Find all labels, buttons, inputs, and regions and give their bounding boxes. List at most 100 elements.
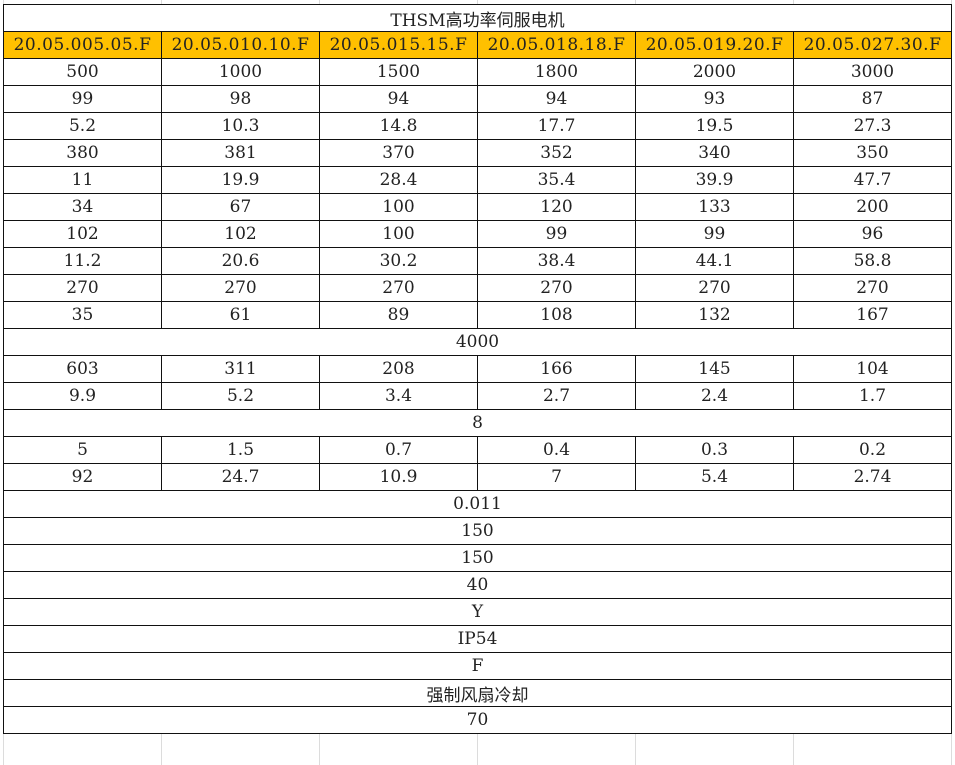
table-title[interactable]: THSM高功率伺服电机 xyxy=(3,4,952,32)
table-cell[interactable]: 24.7 xyxy=(161,463,320,491)
table-cell[interactable]: 100 xyxy=(319,220,478,248)
table-cell[interactable]: 603 xyxy=(3,355,162,383)
merged-cell[interactable]: 0.011 xyxy=(3,490,952,518)
table-cell[interactable]: 35 xyxy=(3,301,162,329)
merged-cell[interactable]: IP54 xyxy=(3,625,952,653)
table-cell[interactable]: 5.2 xyxy=(3,112,162,140)
table-cell[interactable]: 5.2 xyxy=(161,382,320,410)
table-cell[interactable]: 5 xyxy=(3,436,162,464)
table-cell[interactable]: 39.9 xyxy=(635,166,794,194)
table-cell[interactable]: 7 xyxy=(477,463,636,491)
table-cell[interactable]: 370 xyxy=(319,139,478,167)
table-cell[interactable]: 108 xyxy=(477,301,636,329)
table-cell[interactable]: 270 xyxy=(793,274,952,302)
table-cell[interactable]: 11 xyxy=(3,166,162,194)
table-cell[interactable]: 38.4 xyxy=(477,247,636,275)
table-cell[interactable]: 2.4 xyxy=(635,382,794,410)
merged-cell[interactable]: Y xyxy=(3,598,952,626)
merged-cell[interactable]: 150 xyxy=(3,544,952,572)
table-cell[interactable]: 1.7 xyxy=(793,382,952,410)
table-cell[interactable]: 102 xyxy=(161,220,320,248)
merged-cell[interactable]: 强制风扇冷却 xyxy=(3,679,952,707)
table-cell[interactable]: 93 xyxy=(635,85,794,113)
table-cell[interactable]: 10.9 xyxy=(319,463,478,491)
table-cell[interactable]: 11.2 xyxy=(3,247,162,275)
table-cell[interactable]: 350 xyxy=(793,139,952,167)
table-cell[interactable]: 3.4 xyxy=(319,382,478,410)
table-cell[interactable]: 34 xyxy=(3,193,162,221)
table-cell[interactable]: 99 xyxy=(477,220,636,248)
table-cell[interactable]: 67 xyxy=(161,193,320,221)
model-header[interactable]: 20.05.019.20.F xyxy=(635,31,794,59)
model-header[interactable]: 20.05.018.18.F xyxy=(477,31,636,59)
table-cell[interactable]: 94 xyxy=(319,85,478,113)
table-cell[interactable]: 270 xyxy=(161,274,320,302)
merged-cell[interactable]: 40 xyxy=(3,571,952,599)
table-cell[interactable]: 120 xyxy=(477,193,636,221)
table-cell[interactable]: 380 xyxy=(3,139,162,167)
merged-cell[interactable]: 4000 xyxy=(3,328,952,356)
table-cell[interactable]: 17.7 xyxy=(477,112,636,140)
table-cell[interactable]: 98 xyxy=(161,85,320,113)
table-cell[interactable]: 100 xyxy=(319,193,478,221)
table-cell[interactable]: 104 xyxy=(793,355,952,383)
table-cell[interactable]: 19.5 xyxy=(635,112,794,140)
table-cell[interactable]: 270 xyxy=(319,274,478,302)
table-cell[interactable]: 270 xyxy=(477,274,636,302)
table-cell[interactable]: 58.8 xyxy=(793,247,952,275)
table-cell[interactable]: 1800 xyxy=(477,58,636,86)
table-cell[interactable]: 0.3 xyxy=(635,436,794,464)
merged-cell[interactable]: 150 xyxy=(3,517,952,545)
table-cell[interactable]: 28.4 xyxy=(319,166,478,194)
table-cell[interactable]: 35.4 xyxy=(477,166,636,194)
table-cell[interactable]: 5.4 xyxy=(635,463,794,491)
table-cell[interactable]: 2000 xyxy=(635,58,794,86)
table-cell[interactable]: 10.3 xyxy=(161,112,320,140)
table-cell[interactable]: 132 xyxy=(635,301,794,329)
table-cell[interactable]: 44.1 xyxy=(635,247,794,275)
table-cell[interactable]: 19.9 xyxy=(161,166,320,194)
model-header[interactable]: 20.05.010.10.F xyxy=(161,31,320,59)
table-cell[interactable]: 14.8 xyxy=(319,112,478,140)
table-cell[interactable]: 0.4 xyxy=(477,436,636,464)
table-cell[interactable]: 1000 xyxy=(161,58,320,86)
table-cell[interactable]: 145 xyxy=(635,355,794,383)
table-cell[interactable]: 27.3 xyxy=(793,112,952,140)
table-cell[interactable]: 89 xyxy=(319,301,478,329)
model-header[interactable]: 20.05.005.05.F xyxy=(3,31,162,59)
table-cell[interactable]: 381 xyxy=(161,139,320,167)
table-cell[interactable]: 133 xyxy=(635,193,794,221)
model-header[interactable]: 20.05.015.15.F xyxy=(319,31,478,59)
merged-cell[interactable]: F xyxy=(3,652,952,680)
table-cell[interactable]: 352 xyxy=(477,139,636,167)
model-header[interactable]: 20.05.027.30.F xyxy=(793,31,952,59)
table-cell[interactable]: 270 xyxy=(635,274,794,302)
table-cell[interactable]: 99 xyxy=(635,220,794,248)
table-cell[interactable]: 94 xyxy=(477,85,636,113)
table-cell[interactable]: 0.2 xyxy=(793,436,952,464)
table-cell[interactable]: 96 xyxy=(793,220,952,248)
table-cell[interactable]: 167 xyxy=(793,301,952,329)
table-cell[interactable]: 2.74 xyxy=(793,463,952,491)
table-cell[interactable]: 99 xyxy=(3,85,162,113)
table-cell[interactable]: 340 xyxy=(635,139,794,167)
table-cell[interactable]: 1500 xyxy=(319,58,478,86)
table-cell[interactable]: 0.7 xyxy=(319,436,478,464)
table-cell[interactable]: 3000 xyxy=(793,58,952,86)
table-cell[interactable]: 208 xyxy=(319,355,478,383)
table-cell[interactable]: 87 xyxy=(793,85,952,113)
table-cell[interactable]: 1.5 xyxy=(161,436,320,464)
table-cell[interactable]: 166 xyxy=(477,355,636,383)
table-cell[interactable]: 30.2 xyxy=(319,247,478,275)
merged-cell[interactable]: 8 xyxy=(3,409,952,437)
table-cell[interactable]: 47.7 xyxy=(793,166,952,194)
table-cell[interactable]: 500 xyxy=(3,58,162,86)
table-cell[interactable]: 61 xyxy=(161,301,320,329)
table-cell[interactable]: 200 xyxy=(793,193,952,221)
table-cell[interactable]: 92 xyxy=(3,463,162,491)
table-cell[interactable]: 102 xyxy=(3,220,162,248)
merged-cell[interactable]: 70 xyxy=(3,706,952,734)
table-cell[interactable]: 9.9 xyxy=(3,382,162,410)
table-cell[interactable]: 311 xyxy=(161,355,320,383)
table-cell[interactable]: 270 xyxy=(3,274,162,302)
